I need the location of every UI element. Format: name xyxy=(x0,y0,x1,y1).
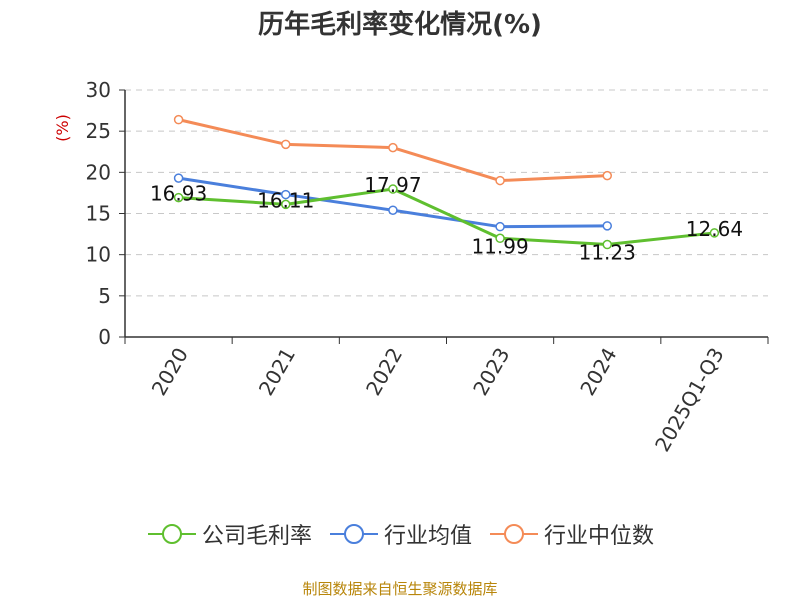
x-tick-label: 2021 xyxy=(254,344,300,400)
legend-label: 公司毛利率 xyxy=(201,524,312,549)
data-point xyxy=(495,175,505,186)
legend-item[interactable]: 行业中位数 xyxy=(488,518,654,550)
source-note: 制图数据来自恒生聚源数据库 xyxy=(302,580,498,598)
data-point xyxy=(173,173,184,183)
series-line xyxy=(178,187,715,247)
legend-label: 行业中位数 xyxy=(544,524,655,549)
data-point xyxy=(602,221,612,231)
legend-label: 行业均值 xyxy=(383,524,472,549)
y-tick-label: 15 xyxy=(86,202,111,226)
data-label: 12.64 xyxy=(686,217,743,241)
legend-item[interactable]: 公司毛利率 xyxy=(146,518,312,550)
data-point xyxy=(388,205,398,215)
gridlines xyxy=(125,89,768,297)
y-axis-label: (%) xyxy=(53,114,72,142)
data-label: 11.99 xyxy=(471,234,528,258)
legend-symbol-icon xyxy=(329,524,378,544)
series-lines xyxy=(173,114,720,250)
x-tick-label: 2020 xyxy=(147,344,193,400)
y-tick-label: 30 xyxy=(86,78,111,102)
x-tick-label: 2022 xyxy=(361,344,407,400)
axes: 0 5 10 15 20 25 30 (%) 2020 2021 2022 2023 2024 2025Q… xyxy=(53,78,769,456)
data-point xyxy=(173,114,184,125)
legend: 公司毛利率 行业均值 行业中位数 xyxy=(0,518,800,550)
data-labels: 16.93 16.11 17.97 11.99 11.23 12.64 xyxy=(150,173,743,264)
data-label: 17.97 xyxy=(364,173,421,197)
legend-item[interactable]: 行业均值 xyxy=(328,518,472,550)
y-tick-label: 25 xyxy=(86,119,111,143)
y-tick-label: 0 xyxy=(98,325,111,349)
y-tick-label: 5 xyxy=(98,284,111,308)
data-point xyxy=(173,192,184,203)
legend-symbol-icon xyxy=(147,524,196,544)
data-point xyxy=(281,139,291,150)
x-tick-label: 2023 xyxy=(468,344,514,400)
data-label: 11.23 xyxy=(579,241,636,265)
x-tick-label: 2025Q1-Q3 xyxy=(650,344,729,456)
data-point xyxy=(709,228,720,238)
data-point xyxy=(388,142,398,153)
data-point xyxy=(281,189,291,200)
data-point xyxy=(602,239,612,250)
chart-title: 历年毛利率变化情况(%) xyxy=(258,10,542,40)
data-label: 16.11 xyxy=(257,188,314,212)
data-point xyxy=(602,170,612,181)
y-tick-label: 20 xyxy=(86,160,111,184)
x-tick-label: 2024 xyxy=(575,344,621,400)
data-label: 16.93 xyxy=(150,182,207,206)
data-point xyxy=(281,199,291,210)
data-point xyxy=(388,184,398,194)
data-point xyxy=(495,221,505,232)
y-tick-label: 10 xyxy=(86,243,111,267)
data-point xyxy=(495,233,505,244)
legend-symbol-icon xyxy=(490,524,538,544)
